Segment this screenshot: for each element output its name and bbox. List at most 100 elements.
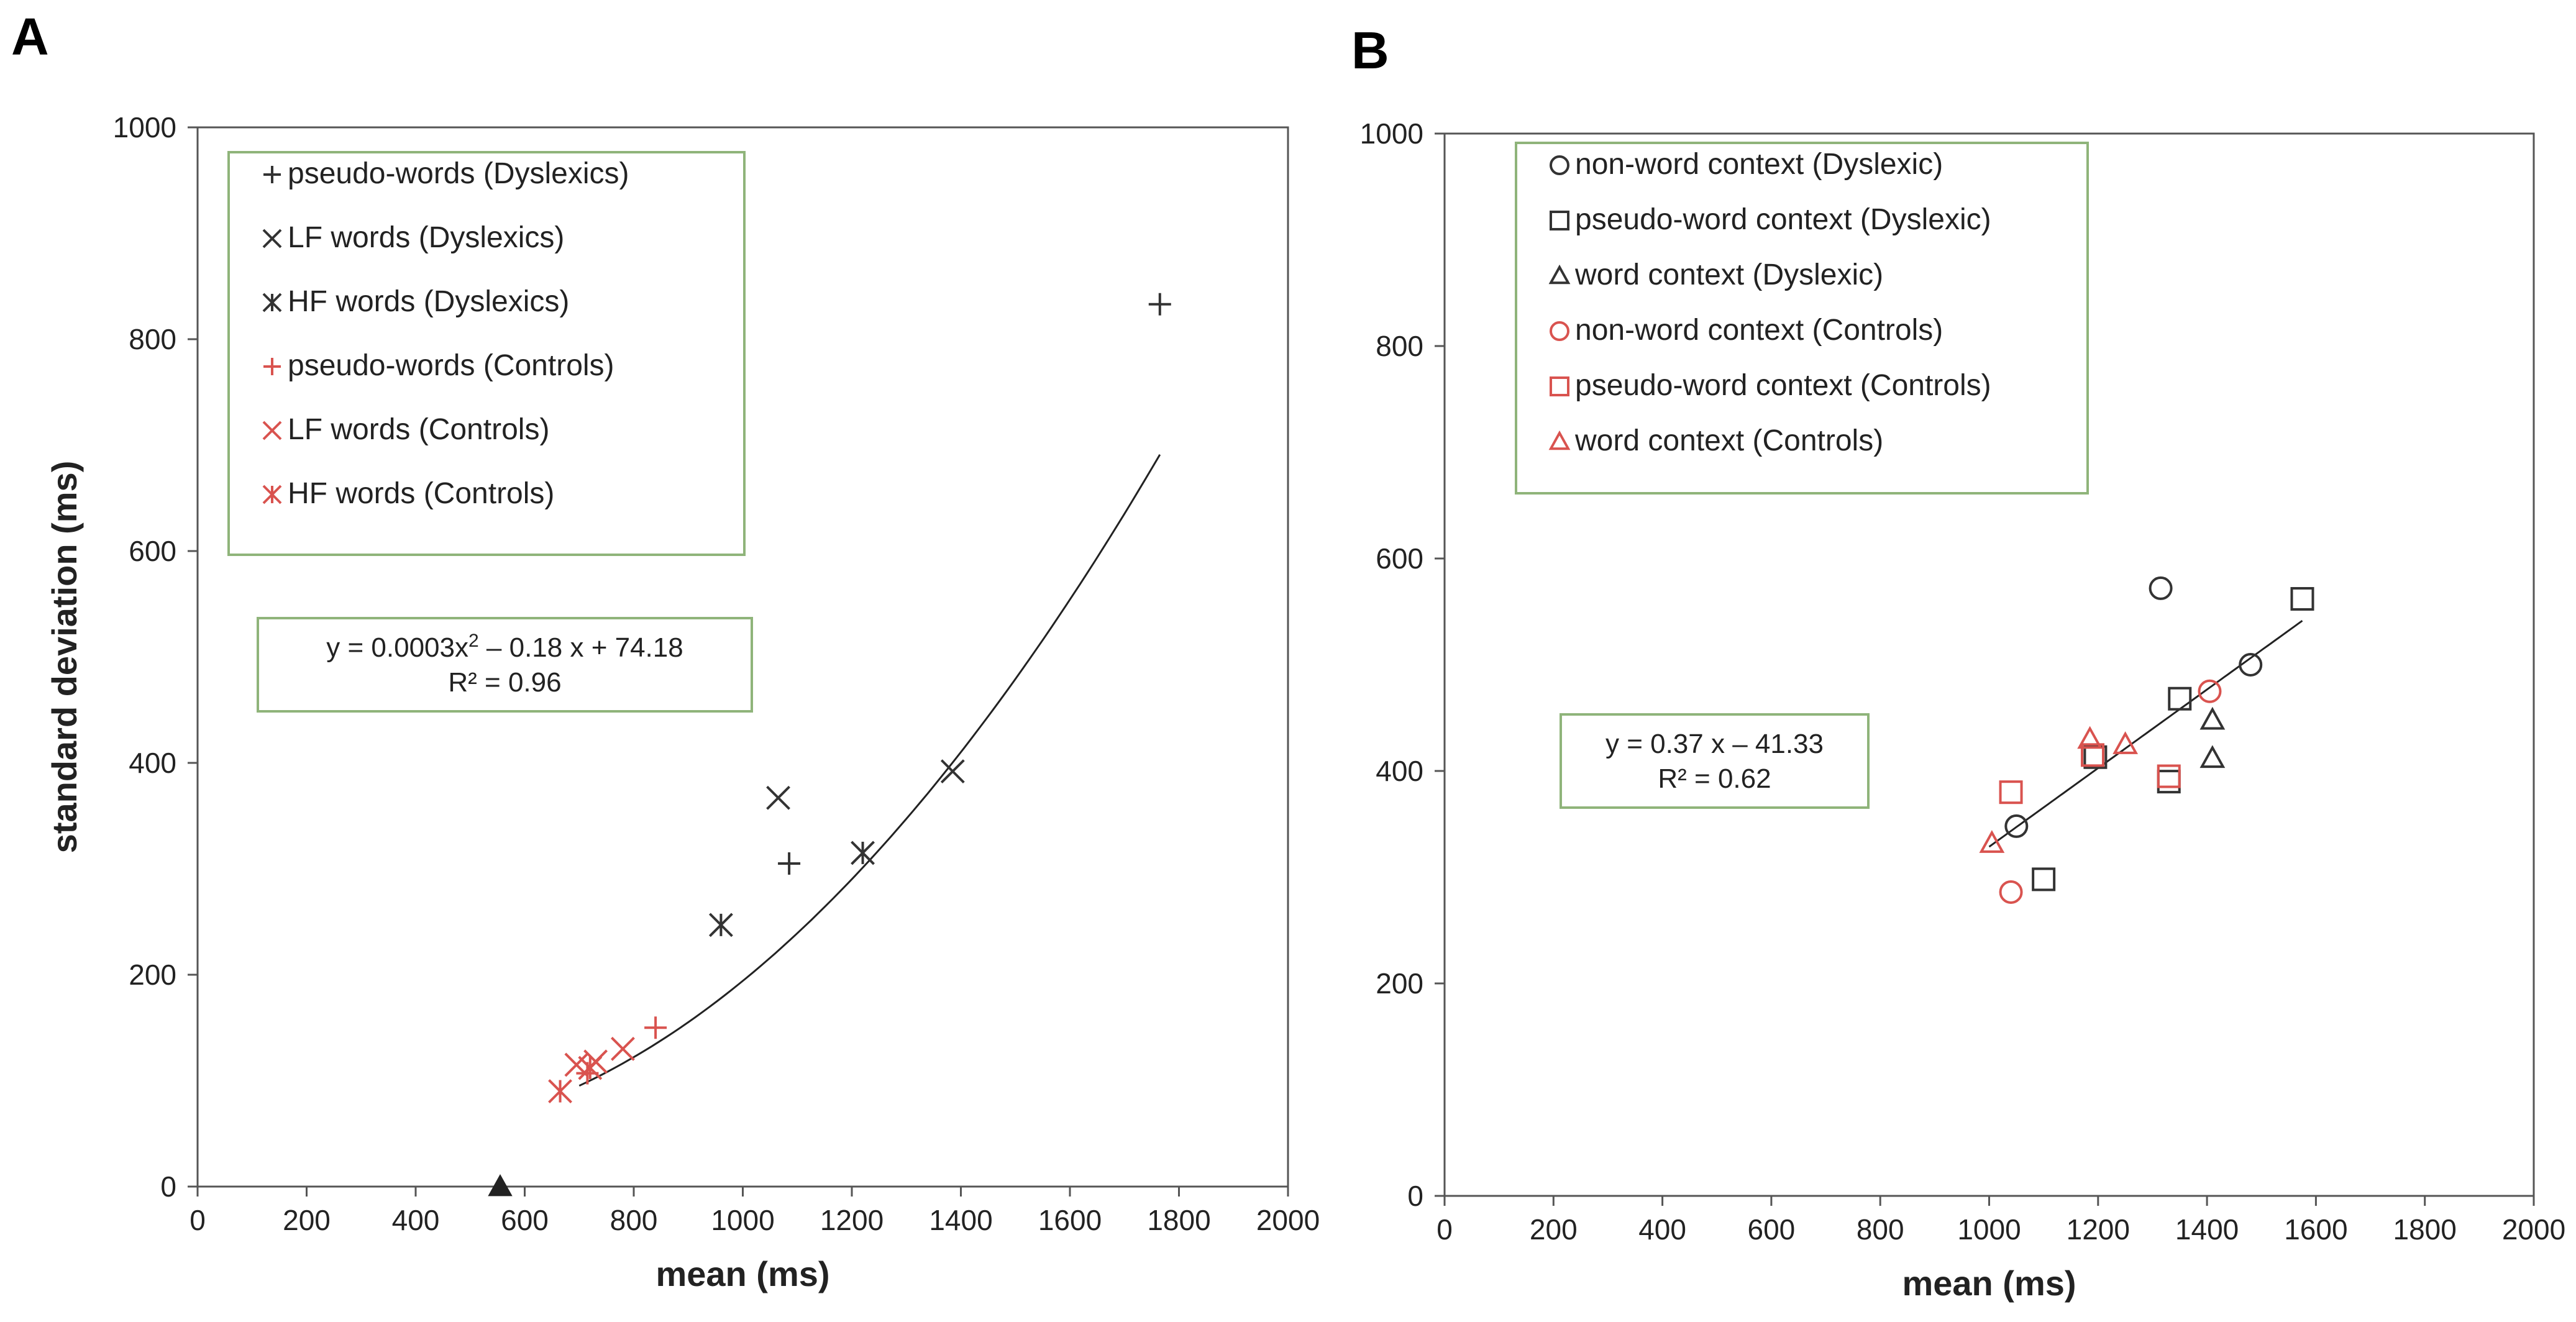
chart-a: A 0 200 400 600 800 1000 1200 1400 1600 1800 2000 0 2… <box>11 7 1320 1293</box>
data-point <box>488 1174 513 1197</box>
legend-label: pseudo-word context (Dyslexic) <box>1575 203 1991 236</box>
data-point <box>851 841 875 865</box>
data-point <box>2112 731 2139 754</box>
data-point <box>1148 293 1171 316</box>
legend-item: LF words (Dyslexics) <box>262 221 564 254</box>
trendline <box>1988 619 2303 848</box>
data-point <box>1999 880 2023 904</box>
panel-letter: A <box>11 7 49 66</box>
data-point <box>2077 726 2103 749</box>
legend-marker <box>1550 376 1569 396</box>
legend-marker <box>1550 211 1569 230</box>
equation-exponent: 2 <box>468 631 479 651</box>
x-tick-label: 1000 <box>1957 1213 2021 1246</box>
x-tick-label: 1600 <box>2284 1213 2347 1246</box>
legend-item: LF words (Controls) <box>262 413 549 446</box>
y-tick-label: 200 <box>129 959 176 991</box>
data-point <box>2239 653 2263 677</box>
legend-label: LF words (Controls) <box>288 413 549 446</box>
x-tick-label: 800 <box>610 1204 658 1236</box>
x-tick-label: 1200 <box>2067 1213 2130 1246</box>
data-point <box>766 785 790 810</box>
legend-label: HF words (Controls) <box>288 477 554 510</box>
legend-marker <box>1548 264 1571 285</box>
data-point <box>2199 706 2226 730</box>
legend: pseudo-words (Dyslexics) LF words (Dyslex… <box>227 151 746 556</box>
y-tick-label: 0 <box>160 1170 176 1203</box>
data-point <box>2081 743 2105 767</box>
y-tick-label: 400 <box>1376 755 1423 787</box>
x-tick-label: 2000 <box>2502 1213 2565 1246</box>
legend-item: HF words (Dyslexics) <box>262 285 569 318</box>
equation-frame <box>1560 713 1870 809</box>
equation-prefix: y = 0.37 x – 41.33 <box>1605 729 1824 759</box>
legend-label: non-word context (Controls) <box>1575 314 1943 347</box>
data-point <box>778 852 801 875</box>
data-point <box>578 1055 603 1080</box>
y-tick-label: 600 <box>1376 542 1423 575</box>
x-tick-label: 1800 <box>1147 1204 1210 1236</box>
data-point <box>708 913 733 937</box>
x-tick-label: 400 <box>1638 1213 1686 1246</box>
legend-item: word context (Dyslexic) <box>1548 258 1883 291</box>
legend: non-word context (Dyslexic) pseudo-word c… <box>1515 142 2089 495</box>
legend-item: HF words (Controls) <box>262 477 554 510</box>
equation-prefix: y = 0.0003x <box>326 632 468 663</box>
equation-line: y = 0.37 x – 41.33 <box>1605 729 1824 759</box>
legend-marker <box>1550 321 1569 341</box>
x-axis-title: mean (ms) <box>655 1254 829 1293</box>
y-tick-label: 1000 <box>113 111 176 144</box>
x-tick-label: 1800 <box>2393 1213 2457 1246</box>
legend-marker <box>263 358 281 375</box>
legend-marker <box>262 229 282 248</box>
r-squared: R² = 0.62 <box>1658 764 1771 794</box>
equation-suffix: – 0.18 x + 74.18 <box>479 632 683 663</box>
legend-item: pseudo-word context (Controls) <box>1550 369 1991 402</box>
x-tick-label: 1400 <box>929 1204 992 1236</box>
x-axis-title: mean (ms) <box>1902 1264 2076 1303</box>
legend-label: non-word context (Dyslexic) <box>1575 148 1943 181</box>
legend-item: non-word context (Dyslexic) <box>1550 148 1943 181</box>
panel-letter: B <box>1351 21 1389 80</box>
x-tick-label: 1600 <box>1038 1204 1102 1236</box>
data-point <box>2157 770 2181 794</box>
y-tick-label: 200 <box>1376 967 1423 1000</box>
y-axis-title: standard deviation (ms) <box>45 461 84 854</box>
y-tick-label: 1000 <box>1360 117 1423 150</box>
data-point <box>1979 830 2005 853</box>
legend-item: pseudo-words (Controls) <box>263 349 614 382</box>
data-point <box>548 1079 572 1103</box>
data-point <box>2157 764 2181 788</box>
legend-marker <box>262 293 282 312</box>
legend-box <box>1515 142 2089 495</box>
y-tick-label: 600 <box>129 535 176 567</box>
x-tick-label: 1400 <box>2175 1213 2239 1246</box>
equation-box: y = 0.37 x – 41.33 R² = 0.62 <box>1560 713 1870 809</box>
equation-box: y = 0.0003x2 – 0.18 x + 74.18 R² = 0.96 <box>257 617 753 713</box>
data-point <box>2149 576 2173 600</box>
legend-label: word context (Controls) <box>1574 424 1883 457</box>
y-tick-label: 0 <box>1407 1180 1423 1212</box>
y-tick-label: 800 <box>1376 330 1423 362</box>
data-point <box>644 1016 667 1039</box>
x-tick-label: 2000 <box>1256 1204 1320 1236</box>
legend-item: pseudo-word context (Dyslexic) <box>1550 203 1991 236</box>
data-point <box>2199 745 2226 768</box>
legend-box <box>227 151 746 556</box>
legend-item: word context (Controls) <box>1548 424 1883 457</box>
legend-label: pseudo-words (Controls) <box>288 349 614 382</box>
legend-label: pseudo-words (Dyslexics) <box>288 157 629 190</box>
y-tick-label: 400 <box>129 747 176 779</box>
r-squared: R² = 0.96 <box>448 667 561 698</box>
legend-marker <box>262 421 282 440</box>
legend-item: non-word context (Controls) <box>1550 314 1943 347</box>
x-tick-label: 200 <box>283 1204 331 1236</box>
x-tick-label: 400 <box>392 1204 440 1236</box>
equation-line: y = 0.0003x2 – 0.18 x + 74.18 <box>326 631 683 663</box>
data-point <box>2004 814 2029 838</box>
legend-marker <box>263 166 281 183</box>
x-tick-label: 600 <box>501 1204 549 1236</box>
x-tick-label: 600 <box>1748 1213 1796 1246</box>
legend-label: pseudo-word context (Controls) <box>1575 369 1991 402</box>
data-point <box>1999 780 2023 805</box>
